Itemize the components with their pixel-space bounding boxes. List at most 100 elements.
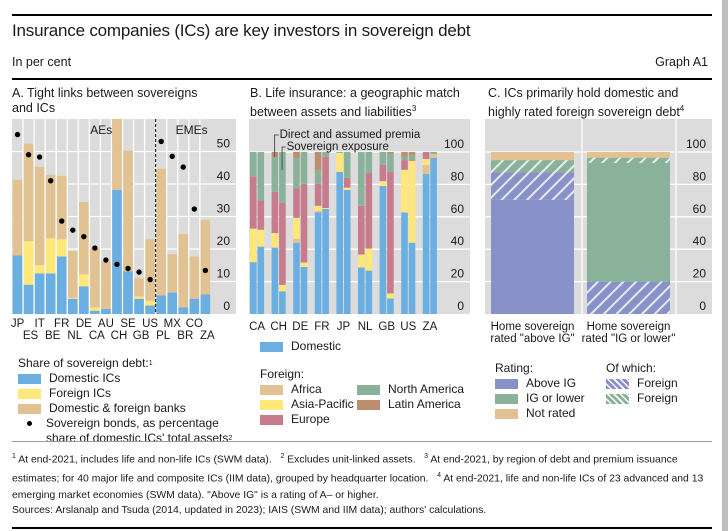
- bar-africa-fr-premia: [314, 210, 322, 213]
- y-tick-label: 0: [457, 299, 464, 313]
- x-tick-label: NL: [358, 321, 373, 333]
- bar-europe-jp-sovereign: [343, 177, 351, 188]
- bar-north_america-ca-sovereign: [257, 152, 265, 201]
- bar-asia_pacific-ca-premia: [250, 228, 257, 263]
- bar-asia_pacific-fr-premia: [314, 205, 322, 211]
- swatch: [357, 399, 380, 410]
- legend-item-not-rated: Not rated: [495, 406, 606, 421]
- dot-za: [202, 267, 209, 274]
- dot-be: [47, 178, 54, 184]
- legend-rating: Rating: Above IG IG or lower Not rated: [495, 361, 606, 421]
- x-tick-label: FR: [54, 318, 69, 330]
- bottom-rule: [12, 527, 712, 529]
- swatch: [357, 384, 380, 395]
- footnote-ref: 1: [148, 360, 153, 367]
- swatch: [18, 373, 41, 384]
- y-tick-label: 20: [693, 267, 707, 281]
- footnote-2: Excludes unit-linked assets.: [287, 454, 416, 466]
- bar-banks-se: [123, 150, 133, 272]
- legend-title: Share of sovereign debt: 1: [18, 356, 232, 371]
- bar-europe-gb-premia: [379, 164, 387, 182]
- x-tick-label: US: [142, 318, 158, 330]
- legend-label: Foreign: [637, 376, 678, 390]
- legend-columns: Rating: Above IG IG or lower Not rated O…: [495, 361, 678, 421]
- panel-c-title: C. ICs primarily hold domestic and highl…: [488, 86, 684, 120]
- legend-item-europe: Europe: [260, 412, 357, 427]
- bar-domestic-de-sovereign: [300, 267, 308, 314]
- legend-title-text: Rating:: [495, 361, 534, 375]
- legend-label: Foreign: [637, 391, 678, 405]
- legend-col-1: Africa Asia-Pacific Europe: [260, 382, 357, 427]
- bar-domestic-fr-premia: [314, 212, 322, 314]
- bar-foreign_ics-gb: [134, 296, 144, 299]
- legend-label: Not rated: [526, 406, 576, 420]
- bar-latin_america-de-premia: [293, 152, 300, 158]
- legend-item-foreign-above-ig: Foreign: [606, 376, 678, 391]
- bar-domestic-ch-sovereign: [279, 291, 286, 314]
- bar-europe-de-sovereign: [300, 183, 308, 263]
- x-tick-label: BE: [45, 330, 61, 342]
- legend-item-foreign-ig-or-lower: Foreign: [606, 391, 678, 406]
- footnote-1: At end-2021, includes life and non-life …: [18, 454, 272, 466]
- panel-b-title-line2-text: between assets and liabilities: [250, 105, 412, 120]
- bar-asia_pacific-jp-sovereign: [343, 187, 351, 190]
- legend-item-sovereign-bonds: Sovereign bonds, as percentage: [18, 416, 232, 431]
- x-tick-label: rated "above IG": [490, 333, 574, 345]
- x-tick-label: US: [400, 321, 416, 333]
- panel-a-plot: 0 10 20 30 40 50 JPESITBEFRNLDECAAUCHSEGBUSPLM…: [11, 119, 236, 342]
- bar-asia_pacific-gb-sovereign: [387, 293, 394, 299]
- footnote-number: 2: [280, 453, 285, 460]
- panel-a-title-line1: A. Tight links between sovereigns: [12, 86, 198, 100]
- y-tick-label: 0: [699, 299, 706, 313]
- bar-north_america-jp-premia: [336, 152, 343, 153]
- panel-b-title-line1: B. Life insurance: a geographic match: [250, 86, 460, 100]
- y-tick-label: 10: [217, 267, 231, 281]
- bar-not_rated-0: [491, 152, 574, 161]
- dot-it: [36, 154, 43, 160]
- panel-a-legend: Share of sovereign debt: 1 Domestic ICs F…: [18, 356, 232, 446]
- bar-north_america-jp-sovereign: [343, 152, 351, 178]
- swatch: [260, 341, 283, 352]
- dot-de: [81, 233, 87, 240]
- dot-es: [25, 152, 32, 158]
- bar-north_america-gb-sovereign: [387, 153, 394, 172]
- bar-domestic-za-premia: [422, 173, 430, 314]
- bar-foreign_ics-nl: [67, 297, 78, 299]
- legend-title-text: Of which:: [606, 361, 657, 375]
- dot-mx: [169, 153, 175, 160]
- legend-label: Domestic & foreign banks: [49, 401, 186, 415]
- bar-banks-br: [178, 234, 189, 308]
- bar-asia_pacific-za-premia: [422, 158, 430, 165]
- bar-domestic-mx: [167, 292, 178, 314]
- bar-north_america-us-premia: [401, 156, 408, 161]
- bar-banks-ch: [112, 119, 122, 190]
- bar-africa-za-premia: [422, 164, 430, 174]
- legend-label: Domestic: [291, 339, 342, 353]
- bar-north_america-fr-premia: [314, 169, 322, 184]
- bar-europe-fr-premia: [314, 183, 322, 206]
- legend-item-domestic-ics: Domestic ICs: [18, 371, 232, 386]
- bar-asia_pacific-jp-premia: [336, 152, 343, 172]
- bar-domestic-br: [178, 307, 189, 314]
- panel-b-title-line2: between assets and liabilities3: [250, 101, 460, 120]
- bar-asia_pacific-ch-sovereign: [279, 284, 286, 292]
- bar-europe-ca-premia: [250, 176, 257, 229]
- bar-foreign_ics-it: [34, 265, 45, 274]
- bar-europe-de-premia: [293, 188, 300, 218]
- bar-above_ig-foreign-1: [587, 281, 670, 314]
- bar-foreign_ics-de: [79, 274, 89, 287]
- x-tick-label: CH: [270, 321, 287, 333]
- x-tick-label: GB: [133, 330, 150, 342]
- bar-domestic-co: [189, 298, 200, 314]
- legend-of-which: Of which: Foreign Foreign: [606, 361, 678, 421]
- bar-north_america-de-sovereign: [300, 152, 308, 184]
- bar-domestic-ch-premia: [271, 247, 279, 314]
- dot-se: [125, 265, 131, 272]
- bar-domestic-nl: [67, 298, 78, 314]
- bar-banks-mx: [167, 254, 178, 293]
- legend-title-text: Foreign:: [260, 367, 305, 381]
- bar-banks-au: [101, 261, 111, 309]
- bar-not_rated-1: [587, 152, 670, 158]
- y-tick-label: 20: [217, 234, 231, 248]
